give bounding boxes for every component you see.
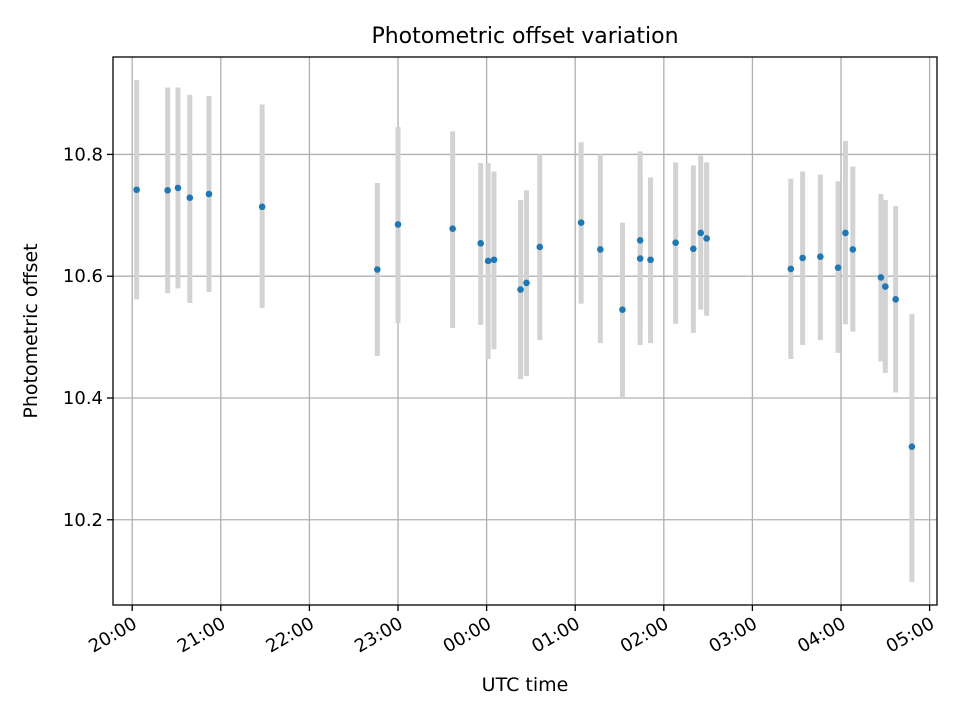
data-point [517, 286, 524, 293]
y-axis-label: Photometric offset [20, 243, 42, 418]
data-point [882, 283, 889, 290]
data-point [817, 253, 824, 261]
y-tick-label: 10.8 [63, 144, 103, 165]
plot-frame [112, 56, 938, 606]
data-point [374, 266, 381, 273]
x-tick-label: 00:00 [440, 613, 495, 657]
data-point [164, 187, 171, 194]
x-tick-label: 20:00 [85, 613, 140, 657]
x-tick-label: 01:00 [528, 613, 583, 657]
data-point [577, 219, 585, 226]
data-point [477, 240, 484, 247]
data-point [536, 243, 544, 251]
data-point [636, 255, 644, 262]
chart-title: Photometric offset variation [371, 24, 678, 49]
y-axis-ticks: 10.2 10.4 10.6 10.8 [63, 144, 113, 531]
y-tick-label: 10.2 [63, 510, 103, 531]
data-point [205, 190, 213, 198]
data-point [690, 245, 697, 253]
x-tick-label: 04:00 [794, 613, 849, 657]
data-point [636, 236, 644, 244]
y-tick-label: 10.6 [63, 266, 103, 287]
y-tick-label: 10.4 [63, 388, 103, 409]
data-point [842, 229, 849, 237]
data-point [597, 246, 604, 253]
x-tick-label: 22:00 [262, 613, 317, 657]
data-point [449, 225, 456, 233]
data-point [490, 256, 498, 264]
data-point [849, 246, 857, 253]
data-point [394, 221, 402, 228]
data-point [877, 274, 885, 281]
x-tick-label: 02:00 [617, 613, 672, 657]
data-point [523, 279, 530, 287]
data-point [186, 194, 194, 201]
error-bars [134, 80, 915, 582]
x-tick-label: 21:00 [174, 613, 229, 657]
data-point [787, 265, 795, 273]
x-tick-label: 03:00 [705, 613, 760, 657]
x-tick-label: 23:00 [351, 613, 406, 657]
data-point [908, 443, 916, 450]
data-point [174, 184, 182, 192]
data-point [834, 264, 842, 271]
data-point [799, 254, 806, 262]
x-tick-label: 05:00 [883, 613, 938, 657]
data-point [697, 229, 705, 237]
data-point [619, 306, 626, 313]
data-points [133, 184, 916, 450]
data-point [672, 239, 679, 247]
data-point [647, 256, 654, 264]
data-point [258, 203, 266, 211]
data-point [892, 296, 899, 303]
data-point [133, 186, 140, 194]
data-point [484, 257, 492, 265]
x-axis-ticks: 20:00 21:00 22:00 23:00 00:00 01:00 02:00 03:00… [85, 605, 938, 657]
x-axis-label: UTC time [482, 674, 569, 696]
data-point [703, 235, 710, 242]
